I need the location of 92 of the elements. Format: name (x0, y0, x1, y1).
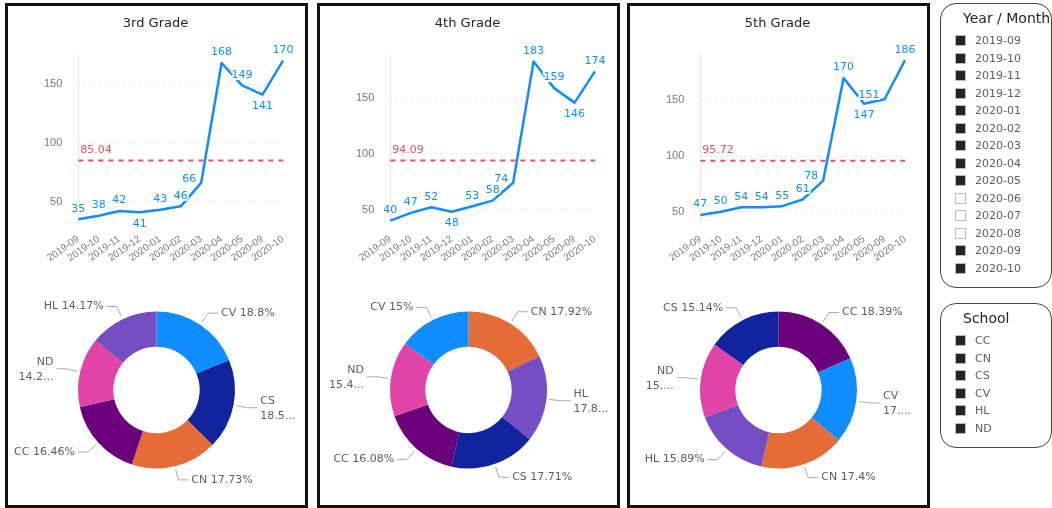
y-tick-label: 100 (355, 146, 375, 159)
slice-label: CN 17.4% (821, 470, 876, 484)
category-label: 2019-10 (975, 51, 1021, 65)
category-label: 2020-10 (975, 261, 1021, 275)
data-label: 183 (523, 43, 545, 57)
y-tick-label: 50 (362, 202, 375, 215)
slice-label: HL (573, 386, 589, 400)
data-label: 146 (564, 106, 586, 120)
data-label: 18.5... (260, 408, 296, 422)
category-label: 2019-12 (975, 86, 1021, 100)
data-label: 55 (775, 188, 790, 202)
y-tick-label: 150 (355, 91, 375, 104)
data-label: 170 (833, 60, 855, 74)
data-label: 147 (853, 108, 875, 122)
data-label: 40 (383, 203, 398, 217)
slice-label: ND (347, 362, 364, 376)
data-label: 42 (112, 193, 127, 207)
data-label: 61 (795, 181, 810, 195)
ref-line-label: 95.72 (702, 143, 734, 157)
slice-label: HL 15.89% (644, 452, 705, 466)
category-label: 2020-05 (975, 174, 1021, 188)
data-label: 66 (182, 171, 197, 185)
data-label: 186 (894, 42, 916, 56)
ref-line-label: 85.04 (80, 142, 112, 156)
category-label: 2020-06 (975, 191, 1021, 205)
slice-label: CV (883, 388, 899, 402)
data-label: 174 (584, 53, 606, 67)
data-label: 149 (231, 67, 253, 81)
chart-title: 3rd Grade (122, 15, 189, 31)
category-label: 2020-07 (975, 209, 1021, 223)
y-tick-label: 100 (665, 149, 685, 162)
data-label: 17.... (883, 403, 912, 417)
text: School (963, 310, 1011, 326)
data-label: 35 (71, 201, 86, 215)
chart-title: 5th Grade (744, 15, 811, 31)
y-tick-label: 150 (665, 93, 685, 106)
slice-label: CC 18.39% (842, 305, 903, 319)
y-tick-label: 50 (672, 204, 685, 217)
data-label: 47 (693, 197, 708, 211)
slice-label: HL 14.17% (43, 299, 104, 313)
data-label: 46 (173, 188, 188, 202)
y-tick-label: 50 (50, 194, 63, 207)
slice-label: CS (260, 393, 275, 407)
data-label: 74 (494, 171, 509, 185)
category-label: 2020-03 (975, 139, 1021, 153)
category-label: CS (975, 369, 990, 383)
data-label: 48 (444, 216, 459, 230)
slice-label: ND (36, 354, 54, 368)
category-label: 2020-01 (975, 104, 1021, 118)
data-label: 170 (272, 43, 294, 57)
data-label: 50 (713, 194, 728, 208)
data-label: 141 (252, 99, 274, 113)
category-label: 2019-11 (975, 69, 1021, 83)
data-label: 38 (91, 198, 106, 212)
slice-label: CC 16.46% (14, 444, 75, 458)
data-label: 41 (132, 216, 147, 230)
data-label: 58 (485, 182, 500, 196)
data-label: 43 (153, 192, 168, 206)
data-label: 53 (465, 188, 480, 202)
category-label: CV (975, 386, 991, 400)
category-label: CC (975, 334, 991, 348)
slice-label: CS 17.71% (512, 470, 573, 484)
slice-label: CN 17.73% (191, 472, 253, 486)
data-label: 47 (403, 195, 418, 209)
y-tick-label: 100 (43, 135, 63, 148)
slice-label: CV 18.8% (221, 306, 275, 320)
text: Year / Month (963, 10, 1051, 26)
chart-title: 4th Grade (434, 15, 501, 31)
data-label: 54 (754, 189, 769, 203)
category-label: CN (975, 351, 991, 365)
data-label: 17.8... (573, 401, 609, 415)
data-label: 151 (858, 88, 880, 102)
category-label: HL (975, 404, 990, 418)
ref-line-label: 94.09 (392, 142, 424, 156)
data-label: 168 (211, 45, 233, 59)
slice-label: CC 16.08% (333, 452, 395, 466)
category-label: 2020-02 (975, 121, 1021, 135)
data-label: 78 (804, 169, 819, 183)
y-tick-label: 150 (43, 77, 63, 90)
category-label: 2020-08 (975, 226, 1021, 240)
slice-label: CV 15% (370, 300, 414, 314)
data-label: 54 (734, 189, 749, 203)
data-label: 15.... (645, 378, 674, 392)
slice-label: CN 17.92% (530, 304, 593, 318)
slice-label: CS 15.14% (663, 300, 724, 314)
data-label: 52 (424, 189, 439, 203)
data-label: 14.2... (18, 369, 54, 383)
category-label: 2020-04 (975, 156, 1021, 170)
category-label: 2019-09 (975, 34, 1021, 48)
slice-label: ND (657, 363, 674, 377)
category-label: ND (975, 421, 992, 435)
data-label: 15.4... (328, 377, 364, 391)
